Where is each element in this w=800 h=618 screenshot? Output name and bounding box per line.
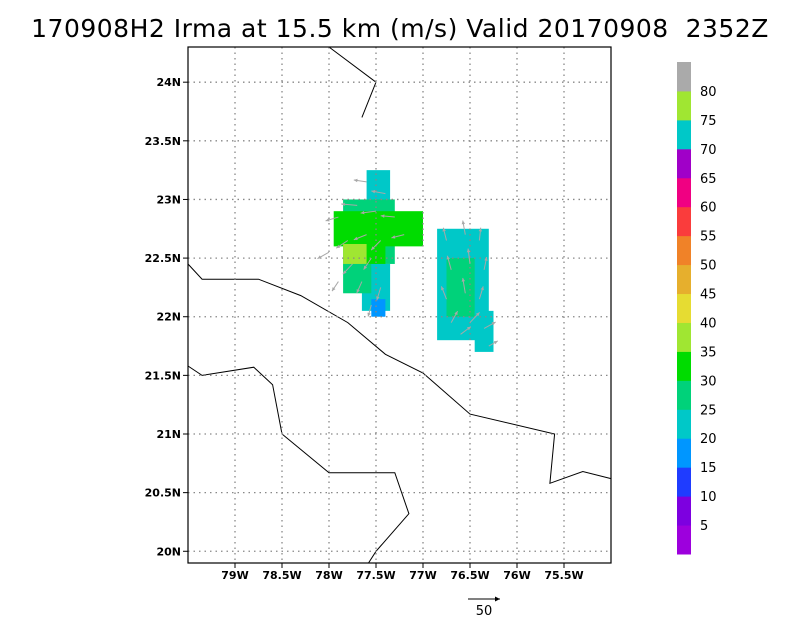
wind-vector-12-head xyxy=(363,265,368,270)
colorbar-segment-10 xyxy=(677,235,691,266)
wind-vector-6-head xyxy=(391,235,396,239)
coastline-1 xyxy=(187,263,612,485)
colorbar-segment-16 xyxy=(677,62,691,92)
wind-vector-14-head xyxy=(356,289,360,294)
colorbar-label-10: 55 xyxy=(700,230,717,245)
colorbar-label-4: 25 xyxy=(700,403,717,418)
colorbar-label-2: 15 xyxy=(700,461,717,476)
wind-vectors xyxy=(317,178,499,347)
wind-vector-2-head xyxy=(341,202,345,207)
colorbar-segment-15 xyxy=(677,90,691,121)
colorbar-segment-11 xyxy=(677,206,691,237)
colorbar-label-14: 75 xyxy=(700,114,717,129)
wind-vector-19-head xyxy=(478,227,483,232)
wind-vector-9-head xyxy=(371,246,375,251)
wind-vector-5-head xyxy=(325,218,330,222)
colorbar-label-0: 5 xyxy=(700,519,708,534)
wind-vector-0-head xyxy=(353,178,358,183)
lon-tick-label-5: 76.5W xyxy=(450,569,489,582)
lon-tick-label-3: 77.5W xyxy=(356,569,395,582)
wind-cell-7 xyxy=(343,263,372,294)
wind-vector-25-head xyxy=(480,286,484,291)
wind-vector-23-head xyxy=(441,286,445,291)
lat-tick-label-3: 21.5N xyxy=(145,369,181,382)
reference-arrow-head xyxy=(495,596,500,602)
lon-tick-label-2: 78W xyxy=(315,569,342,582)
colorbar-segment-12 xyxy=(677,177,691,208)
wind-vector-30-head xyxy=(493,340,498,345)
colorbar-label-9: 50 xyxy=(700,259,717,274)
wind-vector-21-head xyxy=(466,248,471,253)
wind-cell-10 xyxy=(474,310,494,352)
wind-vector-22-head xyxy=(484,257,488,261)
lon-tick-label-4: 77W xyxy=(409,569,436,582)
colorbar-label-13: 70 xyxy=(700,143,717,158)
wind-vector-24-head xyxy=(461,277,466,282)
colorbar-segment-14 xyxy=(677,119,691,150)
colorbar-segment-4 xyxy=(677,409,691,439)
colorbar-segment-1 xyxy=(677,496,691,526)
lat-lon-grid xyxy=(188,47,611,563)
coastlines xyxy=(187,46,612,564)
wind-vector-1-head xyxy=(371,189,376,194)
colorbar-label-8: 45 xyxy=(700,288,717,303)
wind-vector-4-head xyxy=(380,214,385,218)
wind-vector-20-head xyxy=(446,255,450,260)
wind-vector-28-head xyxy=(491,322,496,326)
lat-tick-label-7: 23.5N xyxy=(145,135,181,148)
lat-tick-label-0: 20N xyxy=(156,545,181,558)
colorbar: 5 10 15 20 25 30 35 40 45 50 55 60 65 70 75 80 xyxy=(677,62,717,555)
colorbar-segment-3 xyxy=(677,438,691,468)
wind-vector-17-head xyxy=(442,227,446,232)
wind-vector-26-head xyxy=(454,311,458,316)
chart-title: 170908H2 Irma at 15.5 km (m/s) Valid 201… xyxy=(31,14,769,43)
reference-vector: 50 xyxy=(468,596,500,618)
colorbar-label-1: 10 xyxy=(700,490,717,505)
colorbar-segment-9 xyxy=(677,264,691,295)
lon-tick-label-7: 75.5W xyxy=(544,569,583,582)
axis-ticks: 79W 78.5W 78W 77.5W 77W 76.5W 76W 75.5W 20N 20.5N… xyxy=(145,76,584,582)
wind-vector-18-head xyxy=(461,220,466,225)
colorbar-segment-8 xyxy=(677,293,691,323)
lat-tick-label-2: 21N xyxy=(156,428,181,441)
colorbar-label-6: 35 xyxy=(700,345,717,360)
lon-tick-label-6: 76W xyxy=(503,569,530,582)
reference-vector-label: 50 xyxy=(476,604,493,618)
wind-speed-field xyxy=(333,170,494,352)
lat-tick-label-1: 20.5N xyxy=(145,487,181,500)
colorbar-segment-13 xyxy=(677,148,691,179)
map-frame xyxy=(187,46,612,564)
colorbar-segment-2 xyxy=(677,467,691,497)
colorbar-segment-6 xyxy=(677,351,691,381)
colorbar-segment-0 xyxy=(677,525,691,555)
wind-vector-8-head xyxy=(353,236,358,241)
coastline-2 xyxy=(187,365,410,564)
colorbar-label-15: 80 xyxy=(700,85,717,100)
colorbar-label-5: 30 xyxy=(700,374,717,389)
wind-vector-27-head xyxy=(475,312,480,317)
lon-tick-label-1: 78.5W xyxy=(262,569,301,582)
lat-tick-label-5: 22.5N xyxy=(145,252,181,265)
coastline-0 xyxy=(328,46,377,118)
wind-vector-11-head xyxy=(342,270,347,275)
wind-vector-3-head xyxy=(360,210,365,215)
wind-vector-7-head xyxy=(336,244,341,249)
lat-tick-label-6: 23N xyxy=(156,193,181,206)
wind-cell-6 xyxy=(371,299,386,317)
lon-tick-label-0: 79W xyxy=(221,569,248,582)
lat-tick-label-4: 22N xyxy=(156,311,181,324)
lat-tick-label-8: 24N xyxy=(156,76,181,89)
colorbar-segment-7 xyxy=(677,322,691,352)
wind-vector-15-head xyxy=(376,296,380,301)
wind-vector-16-head xyxy=(367,312,371,317)
wind-vector-29-head xyxy=(466,326,471,331)
colorbar-label-3: 20 xyxy=(700,432,717,447)
colorbar-segment-5 xyxy=(677,380,691,410)
colorbar-label-11: 60 xyxy=(700,201,717,216)
wind-vector-13-head xyxy=(332,287,336,292)
colorbar-label-7: 40 xyxy=(700,316,717,331)
colorbar-label-12: 65 xyxy=(700,172,717,187)
wind-vector-10-head xyxy=(317,255,322,259)
